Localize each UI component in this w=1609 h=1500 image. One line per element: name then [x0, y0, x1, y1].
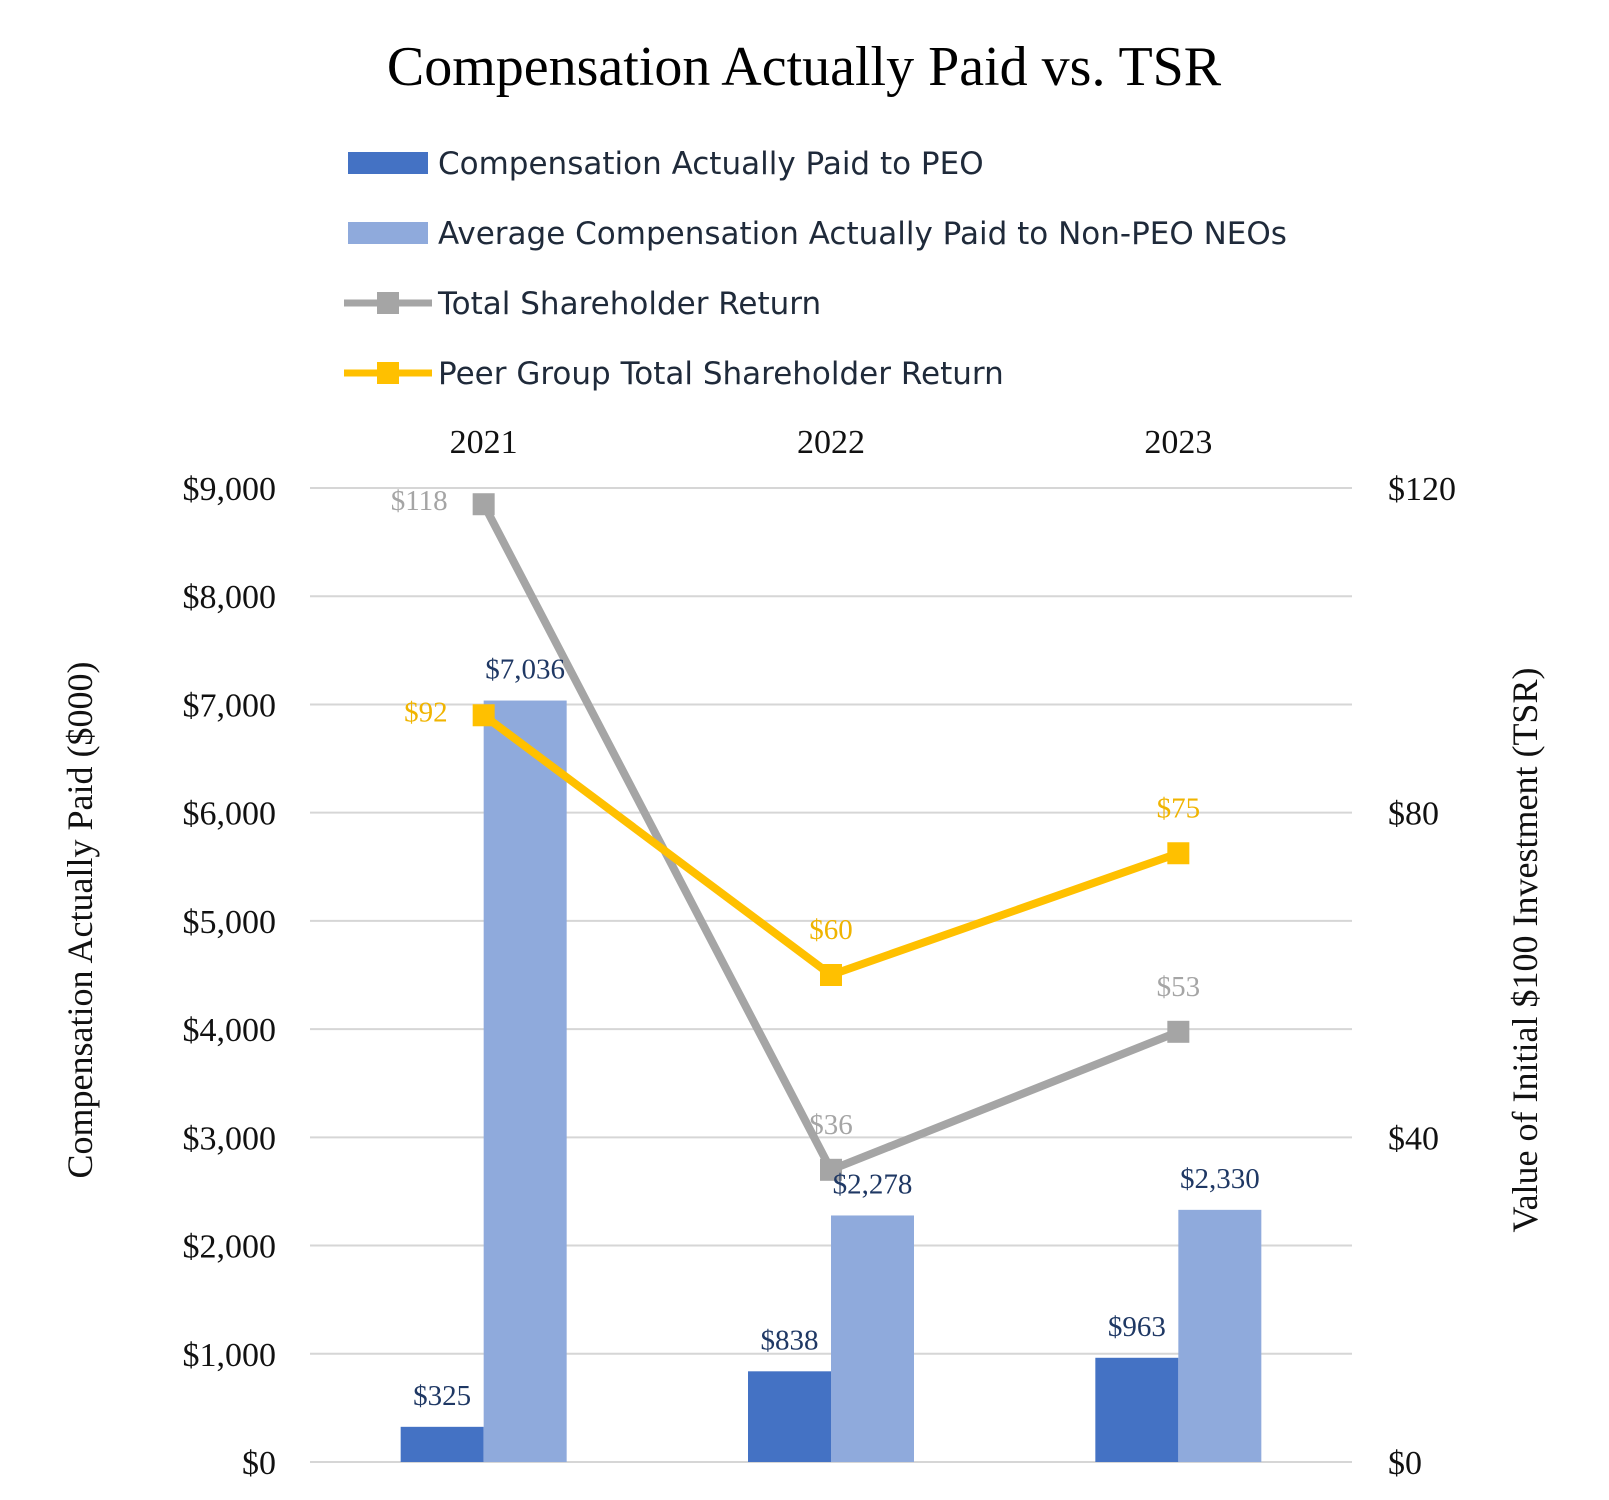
- y-tick-label: $7,000: [183, 687, 277, 724]
- bar: [483, 700, 567, 1462]
- x-category-label: 2021: [450, 424, 518, 461]
- bar-data-label: $963: [1108, 1311, 1166, 1343]
- bar: [400, 1426, 484, 1462]
- y2-axis-title: Value of Initial $100 Investment (TSR): [1505, 668, 1545, 1233]
- y2-tick-label: $40: [1388, 1120, 1439, 1157]
- line-marker: [472, 704, 495, 727]
- y-tick-label: $4,000: [183, 1012, 277, 1049]
- bars: [400, 700, 1262, 1462]
- line-data-label: $118: [391, 485, 448, 517]
- legend-label: Total Shareholder Return: [437, 286, 821, 322]
- bar-data-label: $2,330: [1180, 1163, 1260, 1195]
- lines: [472, 493, 1190, 1181]
- legend-swatch: [348, 152, 428, 174]
- series-line: [480, 502, 1180, 1174]
- chart-title: Compensation Actually Paid vs. TSR: [387, 36, 1222, 98]
- legend-marker: [377, 292, 399, 314]
- legend-swatch: [348, 222, 428, 244]
- y-tick-label: $1,000: [183, 1337, 277, 1374]
- bar-data-label: $2,278: [833, 1168, 913, 1200]
- bar-data-label: $838: [761, 1324, 819, 1356]
- bar: [1178, 1209, 1262, 1462]
- line-marker: [1167, 842, 1190, 865]
- bar: [748, 1371, 831, 1462]
- bar: [831, 1215, 914, 1462]
- y2-tick-label: $0: [1388, 1445, 1422, 1482]
- legend-label: Peer Group Total Shareholder Return: [438, 356, 1004, 392]
- legend-item: Average Compensation Actually Paid to No…: [348, 216, 1287, 252]
- line-data-label: $60: [809, 914, 853, 946]
- legend-marker: [377, 362, 399, 384]
- line-data-label: $53: [1157, 971, 1201, 1003]
- y2-tick-label: $120: [1388, 471, 1456, 508]
- y-tick-label: $2,000: [183, 1229, 277, 1266]
- data-labels: $325 $838 $963 $7,036 $2,278 $2,330 $118 $36 $53…: [391, 485, 1260, 1412]
- legend: Compensation Actually Paid to PEO Average…: [344, 146, 1287, 392]
- x-category-label: 2022: [797, 424, 865, 461]
- y-axis-ticks: $0 $1,000 $2,000 $3,000 $4,000 $5,000 $6,000 $7…: [183, 471, 277, 1482]
- y-axis-title: Compensation Actually Paid ($000): [60, 662, 100, 1179]
- bar: [1095, 1357, 1179, 1462]
- y-tick-label: $5,000: [183, 904, 277, 941]
- bar-data-label: $325: [413, 1380, 471, 1412]
- line-data-label: $36: [809, 1109, 853, 1141]
- line-marker: [472, 493, 495, 516]
- y2-axis-ticks: $0 $40 $80 $120: [1388, 471, 1456, 1482]
- legend-item: Compensation Actually Paid to PEO: [348, 146, 984, 182]
- legend-label: Average Compensation Actually Paid to No…: [438, 216, 1287, 252]
- bar-data-label: $7,036: [485, 654, 565, 686]
- legend-label: Compensation Actually Paid to PEO: [438, 146, 984, 182]
- line-marker: [820, 1158, 842, 1181]
- y-tick-label: $6,000: [183, 796, 277, 833]
- y-tick-label: $3,000: [183, 1120, 277, 1157]
- x-axis-categories: 2021 2022 2023: [450, 424, 1213, 461]
- y2-tick-label: $80: [1388, 796, 1439, 833]
- line-data-label: $92: [404, 696, 448, 728]
- line-data-label: $75: [1157, 792, 1201, 824]
- x-category-label: 2023: [1144, 424, 1212, 461]
- legend-item: Peer Group Total Shareholder Return: [344, 356, 1004, 392]
- line-marker: [820, 964, 842, 986]
- line-marker: [1167, 1020, 1190, 1043]
- y-tick-label: $0: [242, 1445, 276, 1482]
- y-tick-label: $8,000: [183, 579, 277, 616]
- y-tick-label: $9,000: [183, 471, 277, 508]
- legend-item: Total Shareholder Return: [344, 286, 821, 322]
